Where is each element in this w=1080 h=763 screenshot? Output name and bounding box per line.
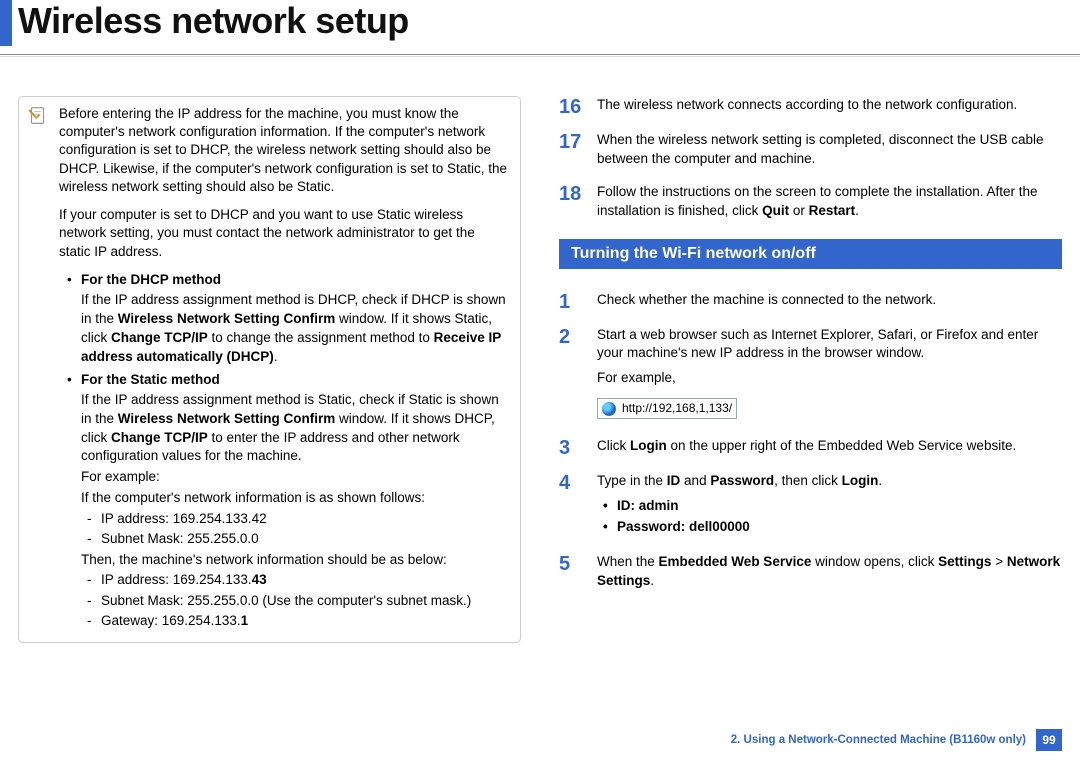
title-bar: Wireless network setup — [0, 0, 1080, 62]
left-column: Before entering the IP address for the m… — [18, 96, 521, 643]
b: Quit — [762, 203, 789, 218]
step-num: 4 — [559, 472, 585, 539]
b: Change TCP/IP — [111, 430, 208, 445]
dhcp-title: For the DHCP method — [81, 272, 221, 287]
b: 1 — [241, 613, 249, 628]
m-ip: IP address: 169.254.133.43 — [101, 571, 508, 589]
static-title: For the Static method — [81, 372, 220, 387]
eg: For example, — [597, 369, 1062, 388]
t: or — [789, 203, 809, 218]
note-body: Before entering the IP address for the m… — [59, 105, 508, 634]
step-body: Type in the ID and Password, then click … — [597, 472, 1062, 539]
ie-icon — [602, 402, 616, 416]
follows: If the computer's network information is… — [81, 489, 508, 508]
t: , then click — [774, 473, 842, 488]
t: . — [650, 573, 654, 588]
note-p1: Before entering the IP address for the m… — [59, 105, 508, 196]
step-17: 17 When the wireless network setting is … — [559, 131, 1062, 169]
url-text: http://192,168,1,133/ — [622, 400, 732, 417]
cred-pw: Password: dell00000 — [617, 518, 1062, 537]
t: > — [991, 554, 1006, 569]
t: . — [855, 203, 859, 218]
t: window opens, click — [811, 554, 938, 569]
t: . — [274, 349, 278, 364]
wifi-step-2: 2 Start a web browser such as Internet E… — [559, 326, 1062, 423]
step-num: 17 — [559, 131, 585, 169]
dhcp-body: If the IP address assignment method is D… — [81, 291, 508, 367]
step-num: 16 — [559, 96, 585, 117]
eg: For example: — [81, 468, 508, 487]
step-body: Click Login on the upper right of the Em… — [597, 437, 1062, 458]
section-heading: Turning the Wi-Fi network on/off — [559, 239, 1062, 269]
t: on the upper right of the Embedded Web S… — [667, 438, 1016, 453]
b: Login — [630, 438, 667, 453]
t: When the — [597, 554, 659, 569]
b: Password — [710, 473, 774, 488]
t: Gateway: 169.254.133. — [101, 613, 241, 628]
cred-id: ID: admin — [617, 497, 1062, 516]
static-body: If the IP address assignment method is S… — [81, 391, 508, 467]
step-body: The wireless network connects according … — [597, 96, 1062, 117]
b: ID — [667, 473, 681, 488]
b: 43 — [252, 572, 267, 587]
c-ip: IP address: 169.254.133.42 — [101, 510, 508, 528]
note-box: Before entering the IP address for the m… — [18, 96, 521, 643]
step-body: Follow the instructions on the screen to… — [597, 183, 1062, 221]
page-title: Wireless network setup — [18, 0, 409, 42]
b: Settings — [938, 554, 991, 569]
title-rule2 — [0, 56, 1080, 57]
footer-chapter: 2. Using a Network-Connected Machine (B1… — [731, 734, 1026, 746]
step-num: 5 — [559, 553, 585, 591]
step-num: 1 — [559, 291, 585, 312]
dhcp-method: For the DHCP method If the IP address as… — [81, 271, 508, 367]
wifi-step-5: 5 When the Embedded Web Service window o… — [559, 553, 1062, 591]
page-footer: 2. Using a Network-Connected Machine (B1… — [731, 729, 1062, 751]
step-body: When the Embedded Web Service window ope… — [597, 553, 1062, 591]
computer-net-list: IP address: 169.254.133.42 Subnet Mask: … — [81, 510, 508, 548]
machine-net-list: IP address: 169.254.133.43 Subnet Mask: … — [81, 571, 508, 630]
b: Wireless Network Setting Confirm — [118, 311, 335, 326]
t: . — [878, 473, 882, 488]
step-16: 16 The wireless network connects accordi… — [559, 96, 1062, 117]
content-columns: Before entering the IP address for the m… — [0, 62, 1080, 643]
right-column: 16 The wireless network connects accordi… — [559, 96, 1062, 643]
page-number: 99 — [1036, 729, 1062, 751]
note-icon — [27, 105, 49, 127]
b: Restart — [809, 203, 856, 218]
t: and — [680, 473, 710, 488]
b: Change TCP/IP — [111, 330, 208, 345]
static-method: For the Static method If the IP address … — [81, 371, 508, 631]
wifi-step-3: 3 Click Login on the upper right of the … — [559, 437, 1062, 458]
then: Then, the machine's network information … — [81, 551, 508, 570]
note-p2: If your computer is set to DHCP and you … — [59, 206, 508, 261]
b: Login — [842, 473, 879, 488]
step-18: 18 Follow the instructions on the screen… — [559, 183, 1062, 221]
t: Start a web browser such as Internet Exp… — [597, 326, 1062, 364]
b: Embedded Web Service — [659, 554, 812, 569]
step-body: Start a web browser such as Internet Exp… — [597, 326, 1062, 423]
t: Type in the — [597, 473, 667, 488]
step-num: 18 — [559, 183, 585, 221]
step-body: Check whether the machine is connected t… — [597, 291, 1062, 312]
credentials-list: ID: admin Password: dell00000 — [597, 497, 1062, 537]
m-mask: Subnet Mask: 255.255.0.0 (Use the comput… — [101, 592, 508, 610]
wifi-step-4: 4 Type in the ID and Password, then clic… — [559, 472, 1062, 539]
title-rule — [0, 54, 1080, 55]
wifi-step-1: 1 Check whether the machine is connected… — [559, 291, 1062, 312]
step-num: 3 — [559, 437, 585, 458]
t: Click — [597, 438, 630, 453]
b: Wireless Network Setting Confirm — [118, 411, 335, 426]
url-box: http://192,168,1,133/ — [597, 398, 737, 419]
step-body: When the wireless network setting is com… — [597, 131, 1062, 169]
title-accent — [0, 0, 12, 46]
c-mask: Subnet Mask: 255.255.0.0 — [101, 530, 508, 548]
step-num: 2 — [559, 326, 585, 423]
t: to change the assignment method to — [208, 330, 434, 345]
m-gw: Gateway: 169.254.133.1 — [101, 612, 508, 630]
t: IP address: 169.254.133. — [101, 572, 252, 587]
